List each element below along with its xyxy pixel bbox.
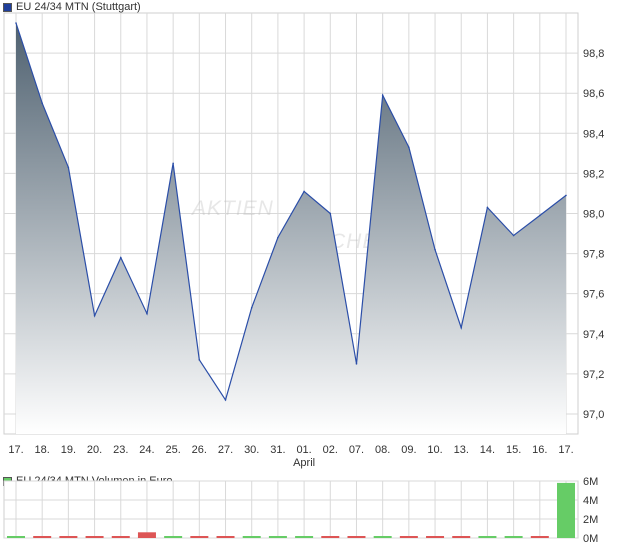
volume-y-tick-label: 4M: [583, 495, 598, 507]
volume-bar: [164, 536, 183, 538]
volume-bar: [452, 536, 471, 538]
price-point: [355, 363, 358, 365]
x-tick-label: 09.: [401, 444, 416, 456]
price-point: [41, 102, 43, 105]
price-point: [486, 206, 489, 209]
x-tick-label: 16.: [532, 444, 547, 456]
price-point: [329, 212, 332, 215]
volume-bar: [7, 536, 25, 538]
price-point: [565, 194, 567, 197]
price-point: [460, 326, 463, 329]
price-y-tick-label: 98,4: [583, 128, 604, 140]
volume-bar: [85, 536, 104, 538]
price-point: [250, 306, 253, 309]
price-point: [303, 190, 305, 193]
volume-bar: [137, 532, 156, 538]
watermark-text-1: AKTIEN: [190, 197, 274, 220]
price-y-tick-label: 97,8: [583, 249, 604, 261]
volume-bar: [190, 536, 209, 538]
volume-bar: [478, 536, 497, 538]
price-point: [224, 399, 227, 401]
price-point: [67, 166, 70, 169]
price-y-tick-label: 97,0: [583, 409, 604, 421]
price-y-tick-label: 98,8: [583, 48, 604, 60]
volume-bar: [347, 536, 366, 538]
volume-y-tick-label: 0M: [583, 533, 598, 545]
x-tick-label: 10.: [427, 444, 442, 456]
price-y-tick-label: 97,6: [583, 289, 604, 301]
price-y-tick-label: 98,2: [583, 168, 604, 180]
price-area-fill: [16, 23, 566, 434]
price-legend-label: EU 24/34 MTN (Stuttgart): [16, 1, 141, 13]
x-tick-label: 15.: [506, 444, 521, 456]
price-y-tick-label: 97,4: [583, 329, 604, 341]
volume-bar: [399, 536, 418, 538]
price-point: [93, 314, 96, 317]
x-tick-label: 23.: [113, 444, 128, 456]
x-tick-label: 01.: [296, 444, 311, 456]
price-point: [277, 236, 279, 239]
price-point: [119, 256, 122, 259]
x-tick-label: 24.: [139, 444, 154, 456]
price-point: [381, 94, 384, 96]
x-tick-label: 17.: [558, 444, 573, 456]
price-point: [512, 234, 515, 237]
price-y-tick-label: 98,6: [583, 88, 604, 100]
x-tick-label: 20.: [87, 444, 102, 456]
price-point: [198, 359, 201, 361]
price-point: [408, 146, 410, 149]
volume-bar: [426, 536, 445, 538]
price-legend-swatch: [3, 2, 12, 12]
price-point: [539, 214, 541, 217]
price-point: [172, 162, 174, 165]
volume-bar: [216, 536, 235, 538]
volume-bar: [557, 482, 575, 538]
price-y-tick-label: 98,0: [583, 208, 604, 220]
price-point: [15, 22, 17, 24]
volume-bars: [7, 482, 575, 538]
x-tick-label: 08.: [375, 444, 390, 456]
x-tick-label: 14.: [480, 444, 495, 456]
price-point: [434, 248, 436, 251]
volume-grid: [4, 480, 578, 539]
volume-bar: [242, 536, 261, 538]
x-tick-label: 18.: [35, 444, 50, 456]
x-tick-label: 31.: [270, 444, 285, 456]
x-tick-label: 26.: [192, 444, 207, 456]
volume-bar: [321, 536, 340, 538]
volume-y-tick-label: 6M: [583, 476, 598, 488]
volume-bar: [373, 536, 392, 538]
price-point: [146, 312, 148, 315]
price-legend: EU 24/34 MTN (Stuttgart): [3, 1, 141, 13]
volume-y-tick-label: 2M: [583, 514, 598, 526]
x-tick-label: 07.: [349, 444, 364, 456]
volume-bar: [268, 536, 287, 538]
price-points: [15, 22, 567, 401]
volume-bar: [59, 536, 78, 538]
x-tick-label: 25.: [165, 444, 180, 456]
x-tick-label: 19.: [61, 444, 76, 456]
price-y-tick-label: 97,2: [583, 369, 604, 381]
month-label: April: [293, 457, 315, 469]
volume-bar: [530, 536, 549, 538]
x-tick-label: 17.: [8, 444, 23, 456]
volume-bar: [111, 536, 130, 538]
volume-bar: [295, 536, 314, 538]
x-tick-label: 02.: [323, 444, 338, 456]
price-line: [15, 22, 567, 402]
x-tick-label: 30.: [244, 444, 259, 456]
volume-plot-area: [3, 480, 579, 539]
x-tick-label: 13.: [454, 444, 469, 456]
x-tick-label: 27.: [218, 444, 233, 456]
volume-bar: [504, 536, 523, 538]
volume-bar: [33, 536, 52, 538]
